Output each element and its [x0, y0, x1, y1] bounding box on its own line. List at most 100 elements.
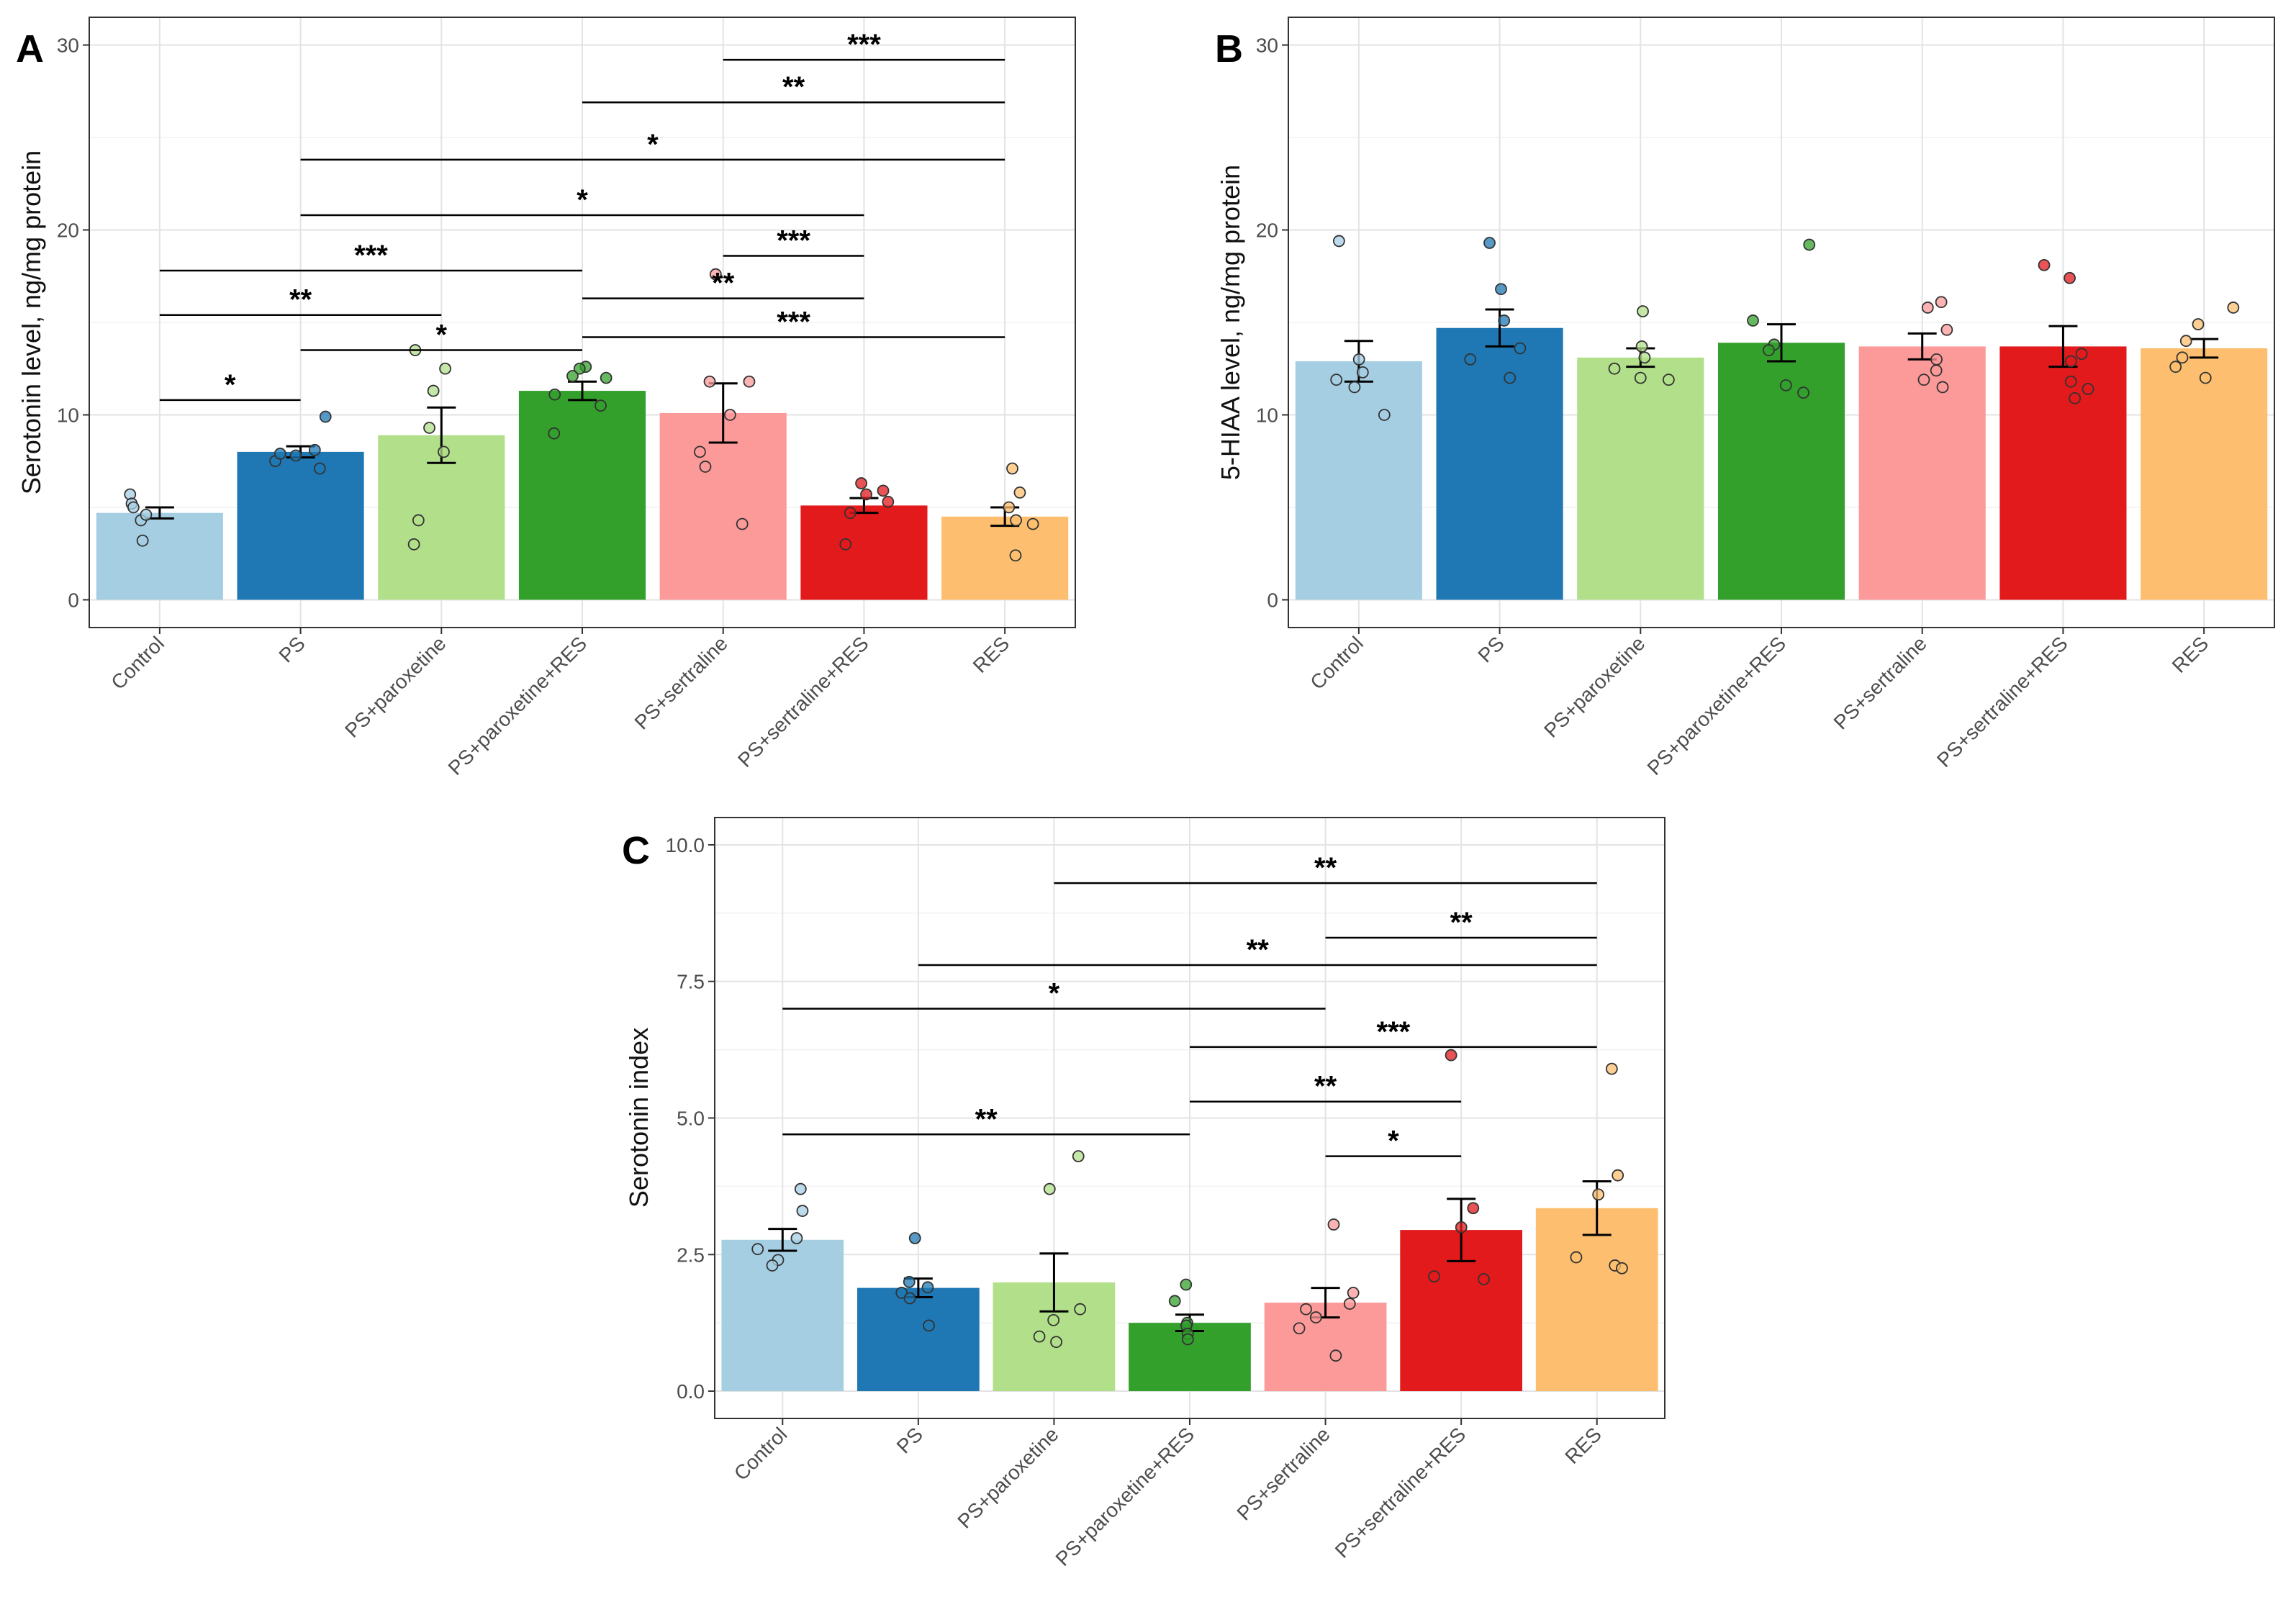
panel-c-data-point	[1181, 1333, 1194, 1346]
panel-a-bar-ps-sertraline-res	[800, 505, 928, 600]
panel-a-significance-label: *	[647, 129, 659, 160]
panel-c-data-point	[790, 1232, 803, 1244]
panel-a-y-tick-label: 20	[57, 219, 79, 242]
panel-b-data-point	[1330, 374, 1343, 386]
panel-a-bar-res	[941, 516, 1069, 600]
panel-b-error-bar-res	[2189, 338, 2219, 359]
panel-c-data-point	[1467, 1202, 1480, 1215]
panel-a-y-tick-label: 30	[57, 35, 79, 57]
panel-a-y-axis-title: Serotonin level, ng/mg protein	[17, 150, 46, 494]
panel-b-data-point	[1352, 353, 1365, 366]
panel-c-bar-res	[1535, 1208, 1658, 1392]
panel-a-data-point	[694, 445, 706, 458]
panel-a-data-point	[1010, 514, 1023, 527]
panel-b-bar-ps-sertraline-res	[1999, 346, 2127, 600]
panel-a-y-tick-label: 0	[68, 589, 79, 611]
panel-b-data-point	[1504, 371, 1517, 384]
panel-c-y-axis-title: Serotonin index	[624, 1028, 654, 1208]
panel-a-significance-label: ***	[777, 307, 810, 338]
panel-b-bar-ps-paroxetine	[1577, 357, 1704, 600]
panel-b-data-point	[1378, 409, 1391, 421]
panel-a-data-point	[1013, 486, 1026, 499]
panel-a-data-point	[877, 484, 890, 497]
panel-b-data-point	[1635, 340, 1648, 353]
panel-c-data-point	[1343, 1298, 1356, 1310]
panel-a-data-point	[136, 534, 149, 547]
panel-b-letter: B	[1215, 27, 1243, 71]
panel-a-data-point	[313, 462, 326, 475]
panel-b-data-point	[2064, 271, 2076, 284]
panel-a-data-point	[407, 538, 420, 551]
panel-c-data-point	[1050, 1336, 1062, 1349]
panel-c-data-point	[794, 1182, 807, 1195]
panel-c-significance-label: *	[1049, 978, 1060, 1010]
panel-c-significance-label: **	[1314, 1071, 1337, 1103]
panel-b-bar-ps-sertraline	[1858, 346, 1986, 600]
panel-b-error-bar-ps-paroxetine-res	[1767, 323, 1796, 363]
panel-a-bar-ps	[237, 451, 364, 600]
panel-c-significance-label: **	[1247, 934, 1270, 966]
panel-a-data-point	[699, 461, 712, 473]
panel-a-data-point	[723, 409, 736, 421]
panel-b-data-point	[1332, 235, 1345, 248]
panel-a-data-point	[1009, 549, 1022, 562]
panel-c-data-point	[1592, 1188, 1605, 1201]
panel-c-y-tick-label: 0.0	[677, 1380, 705, 1403]
panel-b-data-point	[1662, 374, 1675, 386]
panel-a-data-point	[860, 488, 872, 501]
panel-a-data-point	[427, 384, 440, 397]
panel-c-data-point	[1300, 1303, 1312, 1316]
panel-a-data-point	[709, 268, 722, 281]
panel-b-bar-ps-paroxetine-res	[1717, 343, 1845, 600]
panel-c-data-point	[1605, 1062, 1618, 1075]
panel-c-data-point	[1327, 1218, 1340, 1231]
panel-a-bar-ps-paroxetine-res	[518, 391, 646, 600]
panel-b-data-point	[2064, 355, 2077, 368]
panel-a-data-point	[595, 399, 607, 412]
panel-a-y-tick-label: 10	[57, 404, 79, 426]
panel-b-data-point	[2082, 383, 2094, 395]
panel-b-data-point	[1514, 342, 1527, 355]
panel-c-error-bar-control	[768, 1228, 797, 1252]
panel-a-data-point	[844, 507, 857, 520]
panel-c-data-point	[1180, 1278, 1193, 1291]
panel-c-data-point	[895, 1287, 908, 1299]
panel-a-data-point	[412, 514, 425, 527]
panel-b-y-tick-label: 10	[1256, 404, 1278, 426]
panel-b-data-point	[1495, 283, 1507, 296]
panel-c-y-tick-label: 2.5	[677, 1244, 705, 1266]
panel-c-data-point	[1072, 1150, 1085, 1163]
panel-a-data-point	[319, 410, 332, 423]
panel-c-data-point	[1455, 1221, 1468, 1233]
panel-a-data-point	[140, 508, 153, 521]
panel-a-significance-label: ***	[777, 225, 810, 256]
panel-b-y-tick-label: 0	[1267, 589, 1278, 611]
panel-b-bar-ps	[1436, 327, 1563, 600]
panel-a-data-point	[548, 427, 561, 440]
panel-b-data-point	[1936, 381, 1949, 394]
panel-b-data-point	[2069, 391, 2082, 404]
panel-a-significance-label: *	[435, 320, 447, 351]
panel-b-data-point	[1763, 344, 1775, 356]
panel-b-data-point	[1803, 238, 1816, 251]
panel-b-data-point	[1356, 366, 1369, 379]
panel-c-data-point	[1047, 1313, 1060, 1326]
panel-b-data-point	[2064, 375, 2077, 388]
panel-b-data-point	[2169, 361, 2182, 374]
panel-c-data-point	[1033, 1330, 1046, 1343]
panel-a-data-point	[703, 375, 716, 388]
panel-b-data-point	[1498, 314, 1511, 327]
panel-c-y-tick-label: 5.0	[677, 1108, 705, 1130]
panel-b-data-point	[1921, 302, 1934, 314]
panel-a-significance-label: *	[225, 369, 236, 401]
panel-b-y-tick-label: 30	[1256, 35, 1278, 57]
panel-c-significance-label: ***	[1377, 1016, 1411, 1048]
panel-a-data-point	[573, 362, 586, 375]
panel-a-significance-label: **	[289, 284, 312, 316]
panel-a-data-point	[566, 370, 579, 382]
panel-c-data-point	[1478, 1273, 1490, 1285]
panel-b-error-bar-ps	[1485, 308, 1514, 348]
panel-b-data-point	[2075, 348, 2088, 361]
panel-b-data-point	[2199, 371, 2212, 384]
panel-b-data-point	[1747, 314, 1759, 327]
